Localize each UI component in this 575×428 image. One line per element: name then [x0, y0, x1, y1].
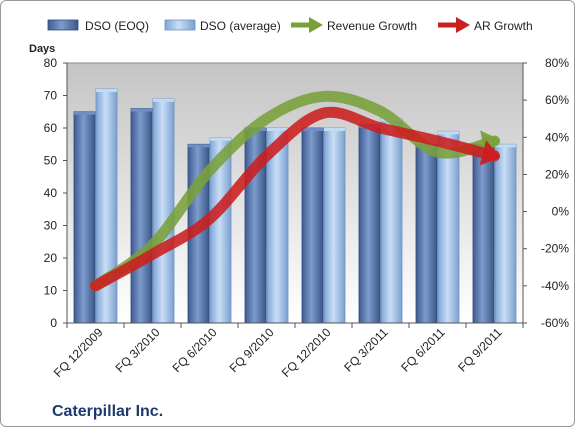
bar-dso-average [323, 127, 346, 324]
x-tick-label: FQ 3/2010 [113, 325, 163, 375]
legend-label-dso-eoq: DSO (EOQ) [85, 19, 149, 33]
left-axis-ticks: 0 10 20 30 40 50 60 70 80 [44, 56, 67, 330]
bar-dso-average [209, 137, 232, 324]
right-tick-label: 40% [545, 130, 569, 144]
left-tick-label: 30 [44, 219, 58, 233]
right-tick-label: 80% [545, 56, 569, 70]
legend-swatch-dso-eoq [47, 19, 79, 31]
right-tick-label: 20% [545, 167, 569, 181]
bar-dso-eoq [301, 127, 324, 324]
x-axis-ticks: FQ 12/2009 FQ 3/2010 FQ 6/2010 FQ 9/2010 FQ … [51, 323, 524, 380]
right-tick-label: -20% [541, 242, 569, 256]
legend-arrow-ar-growth [438, 17, 470, 33]
legend: DSO (EOQ) DSO (average) Revenue Growth A… [47, 17, 533, 33]
x-tick-label: FQ 6/2010 [170, 325, 220, 375]
x-tick-label: FQ 6/2011 [398, 325, 448, 375]
right-tick-label: -60% [541, 316, 569, 330]
bar-dso-eoq [472, 143, 495, 324]
left-tick-label: 70 [44, 89, 58, 103]
right-tick-label: -40% [541, 279, 569, 293]
left-tick-label: 40 [44, 186, 58, 200]
legend-swatch-dso-average [164, 19, 196, 31]
bar-dso-eoq [130, 108, 153, 324]
bar-dso-eoq [73, 111, 96, 324]
bar-dso-average [380, 117, 403, 324]
left-tick-label: 10 [44, 284, 58, 298]
x-tick-label: FQ 9/2010 [227, 325, 277, 375]
company-name: Caterpillar Inc. [52, 403, 163, 420]
left-tick-label: 0 [50, 316, 57, 330]
legend-label-dso-average: DSO (average) [200, 19, 281, 33]
right-tick-label: 0% [552, 205, 570, 219]
left-tick-label: 50 [44, 154, 58, 168]
x-tick-label: FQ 12/2009 [51, 325, 106, 380]
legend-label-revenue-growth: Revenue Growth [327, 19, 417, 33]
x-tick-label: FQ 12/2010 [279, 325, 334, 380]
legend-label-ar-growth: AR Growth [474, 19, 533, 33]
y-axis-left-title: Days [29, 43, 55, 55]
arrows-layer [90, 90, 501, 292]
bar-dso-eoq [415, 143, 438, 324]
left-tick-label: 20 [44, 251, 58, 265]
left-tick-label: 60 [44, 121, 58, 135]
bar-dso-average [152, 98, 175, 324]
bar-dso-average [437, 130, 460, 324]
arrow-ar-growth [90, 106, 501, 292]
left-tick-label: 80 [44, 56, 58, 70]
bar-dso-average [494, 143, 517, 324]
x-tick-label: FQ 3/2011 [341, 325, 391, 375]
x-tick-label: FQ 9/2011 [455, 325, 505, 375]
right-tick-label: 60% [545, 93, 569, 107]
legend-arrow-revenue-growth [291, 17, 323, 33]
right-axis-ticks: -60% -40% -20% 0% 20% 40% 60% 80% [523, 56, 569, 330]
bar-dso-eoq [358, 124, 381, 324]
